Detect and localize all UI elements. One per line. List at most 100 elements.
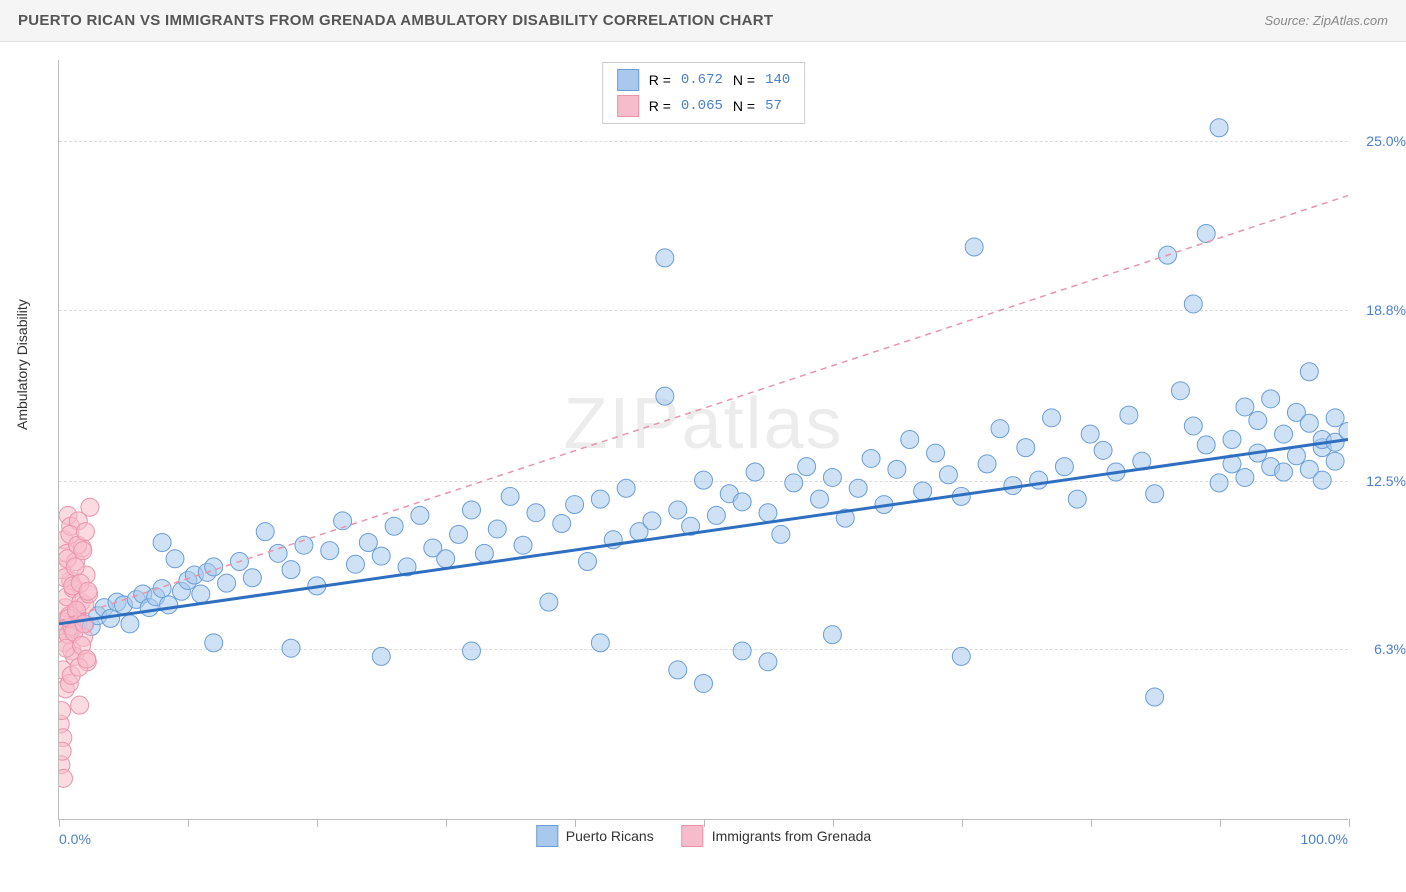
data-point <box>553 515 571 533</box>
data-point <box>78 650 96 668</box>
series-legend: Puerto Ricans Immigrants from Grenada <box>536 825 871 847</box>
data-point <box>160 596 178 614</box>
data-point <box>862 449 880 467</box>
data-point <box>205 558 223 576</box>
data-point <box>282 561 300 579</box>
data-point <box>798 458 816 476</box>
data-point <box>192 585 210 603</box>
legend-row-pink: R = 0.065 N = 57 <box>617 95 791 117</box>
data-point <box>1184 295 1202 313</box>
y-axis-label: Ambulatory Disability <box>14 299 30 430</box>
data-point <box>669 501 687 519</box>
data-point <box>1249 412 1267 430</box>
data-point <box>81 498 99 516</box>
data-point <box>1043 409 1061 427</box>
data-point <box>1313 471 1331 489</box>
data-point <box>695 471 713 489</box>
r-value-pink: 0.065 <box>681 98 723 114</box>
data-point <box>707 506 725 524</box>
data-point <box>121 615 139 633</box>
data-point <box>772 525 790 543</box>
data-point <box>321 542 339 560</box>
data-point <box>888 460 906 478</box>
data-point <box>849 479 867 497</box>
chart-area: ZIPatlas R = 0.672 N = 140 R = 0.065 N =… <box>58 60 1348 820</box>
swatch-blue <box>617 69 639 91</box>
data-point <box>282 639 300 657</box>
data-point <box>205 634 223 652</box>
data-point <box>1275 463 1293 481</box>
x-axis-max: 100.0% <box>1301 831 1348 847</box>
data-point <box>733 642 751 660</box>
data-point <box>1326 452 1344 470</box>
data-point <box>901 431 919 449</box>
data-point <box>823 626 841 644</box>
swatch-pink <box>617 95 639 117</box>
data-point <box>566 496 584 514</box>
data-point <box>965 238 983 256</box>
data-point <box>1287 447 1305 465</box>
data-point <box>1197 436 1215 454</box>
data-point <box>475 544 493 562</box>
legend-item-pink: Immigrants from Grenada <box>682 825 872 847</box>
data-point <box>1146 485 1164 503</box>
data-point <box>1275 425 1293 443</box>
data-point <box>656 249 674 267</box>
y-tick-label: 18.8% <box>1366 302 1406 318</box>
header-bar: PUERTO RICAN VS IMMIGRANTS FROM GRENADA … <box>0 0 1406 42</box>
swatch-pink-bottom <box>682 825 704 847</box>
data-point <box>759 653 777 671</box>
data-point <box>1081 425 1099 443</box>
data-point <box>914 482 932 500</box>
trend-line <box>59 440 1348 624</box>
swatch-blue-bottom <box>536 825 558 847</box>
data-point <box>75 615 93 633</box>
y-tick-label: 6.3% <box>1374 641 1406 657</box>
data-point <box>372 647 390 665</box>
data-point <box>1017 439 1035 457</box>
data-point <box>166 550 184 568</box>
plot-region: ZIPatlas R = 0.672 N = 140 R = 0.065 N =… <box>58 60 1348 820</box>
data-point <box>501 487 519 505</box>
data-point <box>346 555 364 573</box>
data-point <box>1300 363 1318 381</box>
data-point <box>978 455 996 473</box>
data-point <box>153 534 171 552</box>
data-point <box>59 702 71 720</box>
r-value-blue: 0.672 <box>681 72 723 88</box>
trend-line <box>59 196 1348 622</box>
n-value-pink: 57 <box>765 98 782 114</box>
data-point <box>1262 390 1280 408</box>
data-point <box>785 474 803 492</box>
data-point <box>462 501 480 519</box>
data-point <box>269 544 287 562</box>
x-axis-min: 0.0% <box>59 831 91 847</box>
data-point <box>1326 409 1344 427</box>
data-point <box>1094 441 1112 459</box>
data-point <box>927 444 945 462</box>
data-point <box>656 387 674 405</box>
data-point <box>488 520 506 538</box>
data-point <box>243 569 261 587</box>
data-point <box>1184 417 1202 435</box>
source-attribution: Source: ZipAtlas.com <box>1264 13 1388 28</box>
data-point <box>759 504 777 522</box>
data-point <box>811 490 829 508</box>
data-point <box>462 642 480 660</box>
data-point <box>669 661 687 679</box>
data-point <box>411 506 429 524</box>
data-point <box>1120 406 1138 424</box>
data-point <box>1300 414 1318 432</box>
legend-row-blue: R = 0.672 N = 140 <box>617 69 791 91</box>
data-point <box>76 523 94 541</box>
data-point <box>1030 471 1048 489</box>
data-point <box>74 542 92 560</box>
data-point <box>527 504 545 522</box>
data-point <box>372 547 390 565</box>
data-point <box>746 463 764 481</box>
data-point <box>79 582 97 600</box>
data-point <box>1210 119 1228 137</box>
scatter-svg <box>59 60 1348 819</box>
data-point <box>59 769 73 787</box>
data-point <box>66 558 84 576</box>
